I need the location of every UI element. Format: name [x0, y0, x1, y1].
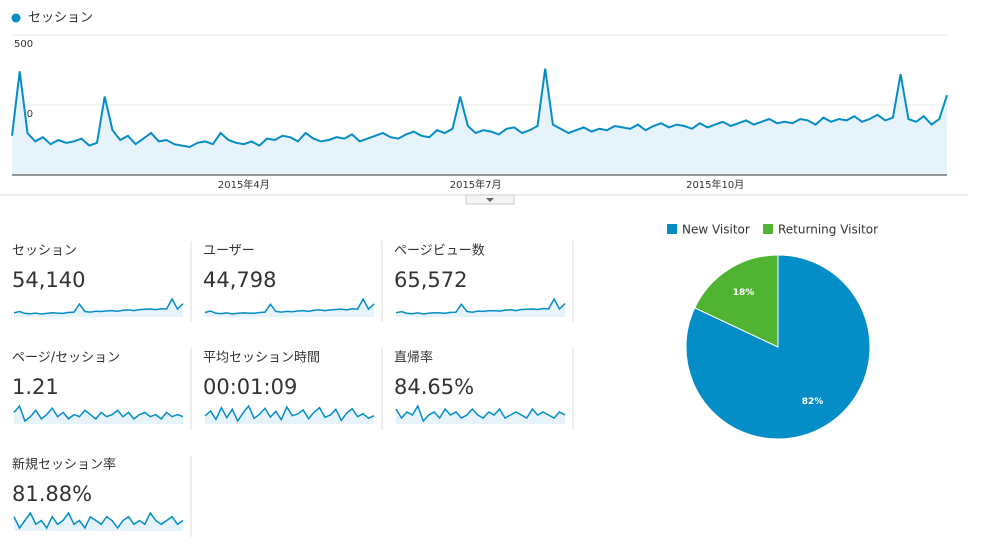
sparkline: [395, 404, 566, 423]
pie-slice: [694, 254, 779, 348]
legend-marker: [763, 224, 773, 234]
x-tick-label: 2015年4月: [218, 178, 270, 191]
pie-slice: [685, 254, 871, 440]
x-tick-label: 2015年7月: [450, 178, 502, 191]
line: [11, 68, 948, 149]
area: [12, 68, 947, 175]
legend-marker: [11, 13, 21, 23]
sparkline-area: [14, 513, 183, 531]
legend-label: Returning Visitor: [778, 223, 878, 237]
legend-marker: [667, 224, 677, 234]
sparkline-area: [14, 406, 183, 424]
metric-value: 00:01:09: [203, 375, 297, 399]
metric-value: 84.65%: [394, 375, 474, 399]
metric-label: 直帰率: [394, 350, 433, 366]
metric-value: 81.88%: [12, 482, 92, 506]
metric-value: 44,798: [203, 268, 276, 292]
sparkline: [13, 297, 184, 315]
metric-value: 1.21: [12, 375, 59, 399]
metric-label: 新規セッション率: [12, 457, 116, 473]
sparkline-area: [205, 406, 374, 424]
slice-label: 82%: [802, 397, 824, 407]
metric-label: ページ/セッション: [12, 351, 120, 366]
sparkline-area: [396, 406, 565, 424]
metric-label: セッション: [12, 244, 77, 259]
sparkline-area: [205, 299, 374, 317]
metric-label: ユーザー: [203, 244, 255, 259]
sparkline: [13, 404, 184, 423]
metric-value: 65,572: [394, 268, 467, 292]
sparkline-area: [396, 299, 565, 317]
metric-label: 平均セッション時間: [203, 351, 320, 366]
y-tick-label: 500: [14, 39, 33, 50]
sparkline: [395, 297, 566, 315]
metric-label: ページビュー数: [394, 244, 485, 259]
x-tick-label: 2015年10月: [686, 178, 744, 191]
sparkline: [204, 404, 375, 423]
metric-value: 54,140: [12, 268, 85, 292]
sparkline: [204, 297, 375, 315]
legend-label: セッション: [28, 11, 93, 26]
legend-label: New Visitor: [682, 223, 750, 237]
slice-label: 18%: [733, 288, 755, 298]
sparkline: [13, 511, 184, 530]
sparkline-area: [14, 299, 183, 317]
collapse-arrow: [486, 198, 494, 202]
